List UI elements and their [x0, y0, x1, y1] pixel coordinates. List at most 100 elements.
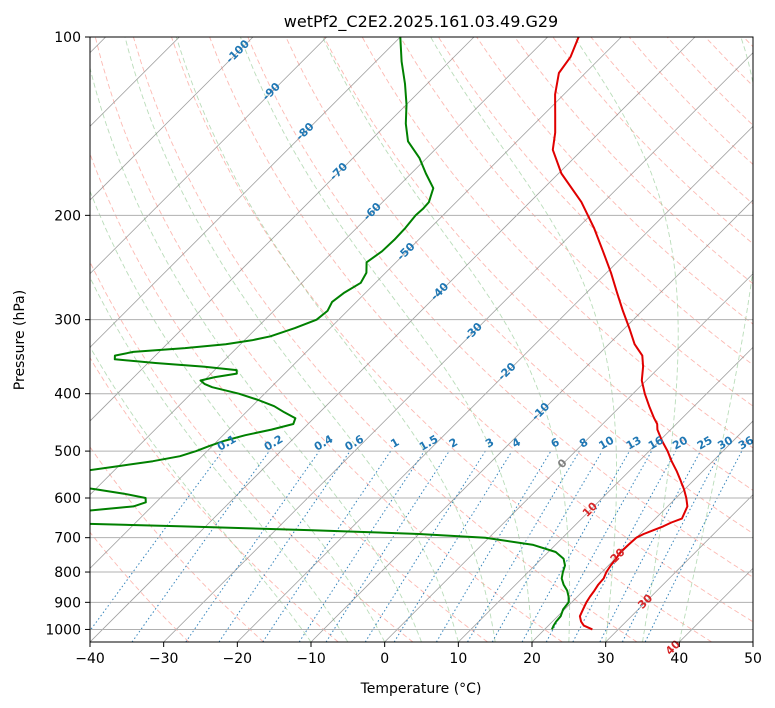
dry-adiabat-line: [399, 37, 753, 407]
mixing-ratio-label: 0.4: [312, 432, 336, 453]
isotherm-line: [237, 125, 753, 642]
mixing-ratio-label: 8: [577, 436, 590, 451]
mixing-ratio-label: 25: [695, 434, 715, 453]
isotherm-label: -10: [529, 400, 552, 423]
isotherm-label: -100: [223, 37, 252, 66]
dry-adiabat-line: [90, 446, 264, 642]
moist-adiabat-line: [175, 37, 496, 642]
isotherm-line: [90, 37, 696, 642]
isotherm-label: -70: [327, 160, 350, 183]
isotherm-line: [679, 567, 753, 642]
mixing-ratio-label: 30: [715, 433, 735, 452]
y-tick-label: 800: [54, 565, 81, 581]
mixing-ratio-label: 13: [624, 434, 644, 453]
dry-adiabat-line: [209, 37, 753, 623]
y-tick-label: 400: [54, 387, 81, 403]
y-tick-label: 200: [54, 208, 81, 224]
isotherm-line: [384, 273, 753, 642]
dry-adiabat-line: [361, 37, 753, 449]
isotherm-line: [90, 37, 548, 496]
moist-adiabat-line: [124, 37, 459, 642]
chart-title: wetPf2_C2E2.2025.161.03.49.G29: [284, 12, 558, 32]
plot-frame: [89, 36, 754, 643]
dry-adiabat-line: [476, 37, 753, 325]
isotherm-line: [310, 199, 753, 642]
dry-adiabat-line: [438, 37, 753, 366]
x-tick-label: −10: [296, 651, 326, 667]
dry-adiabat-line: [323, 37, 753, 491]
isotherm-line: [90, 37, 254, 201]
x-tick-label: 10: [449, 651, 467, 667]
moist-adiabat-line: [239, 37, 533, 642]
reference-lines: [90, 37, 753, 642]
dewpoint-line: [90, 37, 570, 630]
y-tick-label: 600: [54, 491, 81, 507]
mixing-ratio-label: 20: [670, 433, 690, 452]
moist-adiabat-line: [90, 190, 386, 642]
isotherm-label: 30: [635, 591, 655, 611]
dry-adiabat-line: [90, 356, 339, 642]
dry-adiabat-line: [666, 37, 753, 126]
isotherm-line: [605, 494, 753, 642]
mixing-ratio-label: 0.6: [343, 432, 367, 453]
mixing-ratio-label: 1: [388, 436, 401, 451]
dry-adiabat-line: [94, 37, 563, 642]
mixing-ratio-label: 1.5: [417, 433, 440, 454]
sounding-series: [90, 37, 689, 631]
x-tick-label: −40: [75, 651, 105, 667]
dry-adiabat-line: [704, 37, 753, 87]
mixing-ratio-line: [185, 450, 320, 642]
x-tick-label: 20: [523, 651, 541, 667]
moist-adiabat-line: [90, 276, 349, 642]
isotherm-line: [163, 52, 753, 642]
pressure-gridlines: [90, 37, 753, 630]
isotherm-label: -80: [293, 120, 316, 143]
y-axis: 100 200 300 400 500 600 700 800 900 1000: [45, 30, 90, 638]
y-tick-label: 1000: [45, 622, 81, 638]
x-tick-label: −30: [149, 651, 179, 667]
mixing-ratio-label: 2: [447, 436, 460, 451]
isotherm-line: [458, 346, 753, 642]
isotherm-label: 0: [555, 456, 570, 471]
isotherm-line: [90, 37, 327, 275]
mixing-ratio-line: [131, 450, 270, 642]
x-axis-label: Temperature (°C): [360, 681, 482, 697]
mixing-ratio-label: 0.1: [215, 433, 238, 454]
x-tick-label: 0: [380, 651, 389, 667]
isotherm-line: [90, 37, 622, 569]
moist-adiabat-line: [322, 37, 571, 642]
moist-adiabat-line: [90, 66, 422, 642]
mixing-ratio-line: [90, 450, 223, 632]
mixing-ratio-label: 16: [646, 433, 666, 452]
dry-adiabat-line: [90, 152, 488, 642]
x-tick-label: 30: [597, 651, 615, 667]
dry-adiabat-line: [514, 37, 753, 285]
mixing-ratio-line: [545, 450, 653, 642]
isotherm-line: [90, 37, 401, 348]
dry-adiabat-line: [552, 37, 753, 245]
isotherm-label: -60: [361, 200, 384, 223]
dry-adiabat-line: [132, 37, 638, 642]
y-tick-label: 700: [54, 531, 81, 547]
moist-adiabat-line: [574, 37, 679, 642]
dry-adiabat-line: [171, 37, 712, 642]
mixing-ratio-line: [262, 450, 392, 642]
mixing-ratio-line: [298, 450, 425, 642]
isotherm-line: [752, 641, 753, 642]
temperature-line: [551, 37, 689, 631]
mixing-ratio-line: [393, 450, 513, 642]
y-tick-label: 100: [54, 30, 81, 46]
dry-adiabat-line: [247, 37, 753, 578]
moist-adiabat-line: [90, 345, 312, 642]
dry-adiabat-line: [285, 37, 753, 535]
mixing-ratio-line: [435, 450, 552, 642]
mixing-ratio-label: 10: [597, 433, 617, 452]
isotherm-label: -20: [495, 360, 518, 383]
dry-adiabat-line: [743, 37, 753, 48]
mixing-ratio-line: [599, 450, 701, 642]
y-tick-label: 900: [54, 595, 81, 611]
mixing-ratio-line: [218, 450, 351, 642]
x-tick-label: 50: [744, 651, 762, 667]
x-axis: −40 −30 −20 −10 0 10 20 30 40 50: [75, 642, 762, 667]
